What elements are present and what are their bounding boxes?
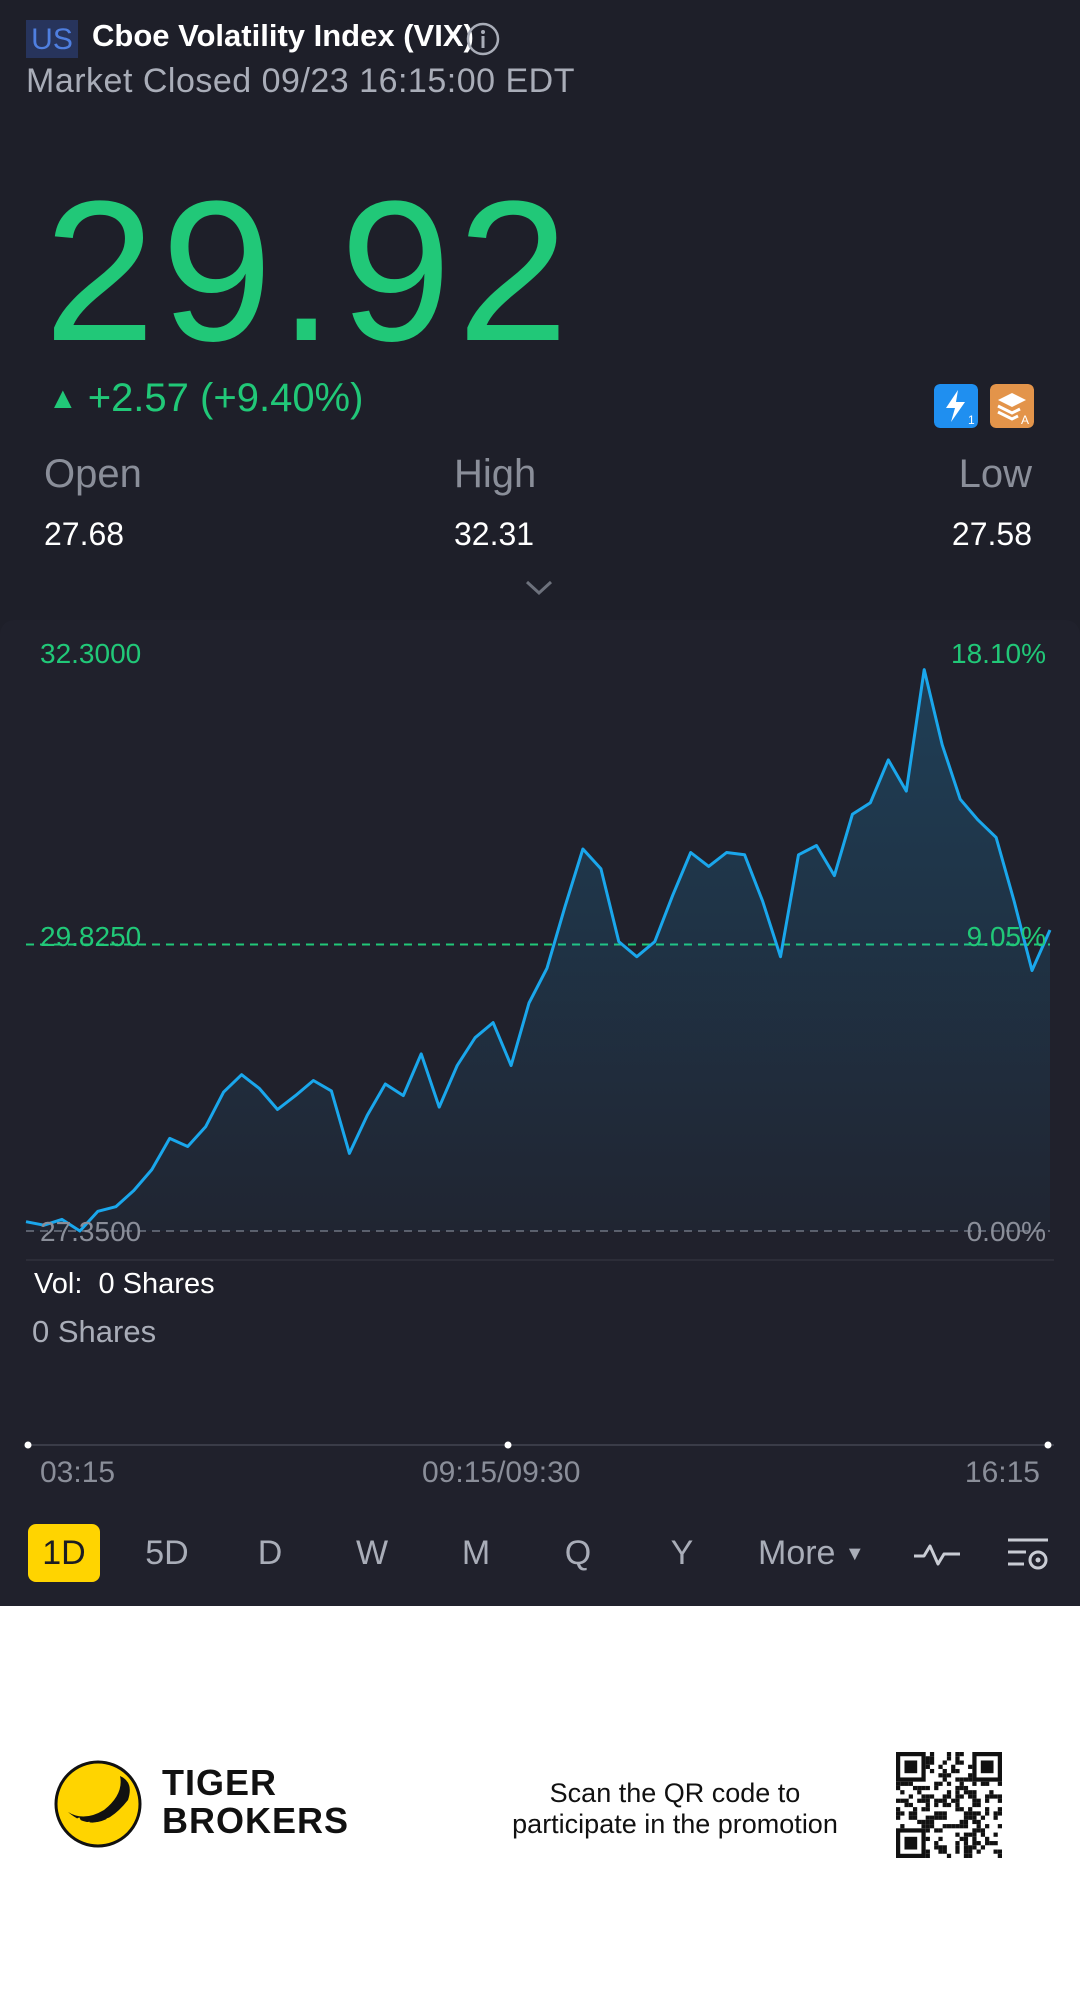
- tab-w[interactable]: W: [355, 1534, 389, 1572]
- low-value: 27.58: [951, 516, 1032, 552]
- x-label-start: 03:15: [40, 1456, 116, 1489]
- brand-line-1: TIGER: [162, 1762, 278, 1803]
- chart-settings-icon[interactable]: [1004, 1530, 1054, 1576]
- promo-text: Scan the QR code to participate in the p…: [480, 1778, 870, 1840]
- tab-q[interactable]: Q: [564, 1534, 592, 1572]
- pct-tick-low: 0.00%: [967, 1216, 1046, 1247]
- layers-a-icon[interactable]: A: [990, 384, 1034, 428]
- tab-d[interactable]: D: [257, 1534, 283, 1572]
- quote-header: US Cboe Volatility Index (VIX) Market Cl…: [0, 0, 1080, 620]
- caret-down-icon: ▼: [844, 1543, 865, 1565]
- badge-level: 1: [968, 413, 975, 427]
- y-tick-high: 32.3000: [40, 638, 141, 669]
- brand-name: TIGER BROKERS: [162, 1764, 349, 1840]
- open-label: Open: [44, 452, 142, 496]
- volume-label: Vol: 0 Shares: [34, 1268, 215, 1301]
- x-label-open: 09:15/09:30: [422, 1456, 581, 1489]
- last-price: 29.92: [44, 160, 575, 383]
- page-title: Cboe Volatility Index (VIX): [92, 18, 474, 53]
- chart-panel: 32.3000 29.8250 27.3500 18.10% 9.05% 0.0…: [0, 620, 1080, 1606]
- tab-y[interactable]: Y: [670, 1534, 694, 1572]
- volume-value: 0 Shares: [98, 1268, 215, 1300]
- lightning-level1-icon[interactable]: 1: [934, 384, 978, 428]
- promo-line-1: Scan the QR code to: [549, 1778, 801, 1808]
- chevron-down-icon[interactable]: [524, 578, 554, 598]
- price-area: [26, 669, 1050, 1231]
- indicator-icon[interactable]: [912, 1530, 962, 1576]
- qr-code[interactable]: [896, 1752, 1002, 1858]
- app-screen: US Cboe Volatility Index (VIX) Market Cl…: [0, 0, 1080, 1606]
- info-icon[interactable]: [466, 22, 500, 56]
- promo-line-2: participate in the promotion: [512, 1809, 838, 1839]
- tab-5d[interactable]: 5D: [145, 1534, 189, 1572]
- high-value: 32.31: [454, 516, 535, 552]
- y-tick-mid: 29.8250: [40, 921, 141, 952]
- tiger-logo-icon: [54, 1760, 142, 1848]
- high-label: High: [454, 452, 537, 496]
- more-label: More: [758, 1534, 836, 1572]
- price-change: ▲ +2.57 (+9.40%): [48, 376, 363, 421]
- badge-letter: A: [1021, 413, 1029, 427]
- brand-line-2: BROKERS: [162, 1800, 350, 1841]
- tab-more[interactable]: More ▼: [758, 1524, 870, 1582]
- market-badge: US: [26, 20, 78, 58]
- low-label: Low: [958, 452, 1032, 496]
- y-tick-low: 27.3500: [40, 1216, 141, 1247]
- up-arrow-icon: ▲: [48, 382, 78, 415]
- promo-footer: TIGER BROKERS Scan the QR code to partic…: [0, 1606, 1080, 2002]
- open-value: 27.68: [44, 516, 125, 552]
- market-status: Market Closed 09/23 16:15:00 EDT: [26, 62, 575, 100]
- time-marker-start: [24, 1441, 32, 1449]
- pct-tick-mid: 9.05%: [967, 921, 1046, 952]
- time-marker-open: [504, 1441, 512, 1449]
- pct-tick-high: 18.10%: [951, 638, 1046, 669]
- tab-1d[interactable]: 1D: [28, 1524, 100, 1582]
- x-label-end: 16:15: [964, 1456, 1040, 1489]
- intraday-chart[interactable]: 32.3000 29.8250 27.3500 18.10% 9.05% 0.0…: [0, 620, 1080, 1480]
- tab-m[interactable]: M: [461, 1534, 491, 1572]
- volume-sub-value: 0 Shares: [32, 1314, 157, 1349]
- price-line: [25, 668, 1052, 1233]
- change-value: +2.57 (+9.40%): [87, 376, 364, 420]
- volume-key: Vol:: [34, 1268, 83, 1300]
- time-marker-end: [1044, 1441, 1052, 1449]
